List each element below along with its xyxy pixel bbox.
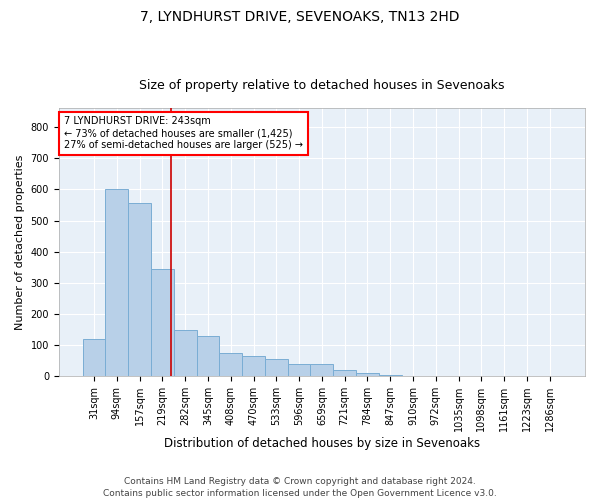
- Y-axis label: Number of detached properties: Number of detached properties: [15, 154, 25, 330]
- Text: Contains HM Land Registry data © Crown copyright and database right 2024.
Contai: Contains HM Land Registry data © Crown c…: [103, 476, 497, 498]
- Bar: [242, 356, 265, 376]
- Bar: [197, 336, 220, 376]
- Bar: [356, 373, 379, 376]
- Title: Size of property relative to detached houses in Sevenoaks: Size of property relative to detached ho…: [139, 79, 505, 92]
- Bar: [174, 330, 197, 376]
- X-axis label: Distribution of detached houses by size in Sevenoaks: Distribution of detached houses by size …: [164, 437, 480, 450]
- Text: 7 LYNDHURST DRIVE: 243sqm
← 73% of detached houses are smaller (1,425)
27% of se: 7 LYNDHURST DRIVE: 243sqm ← 73% of detac…: [64, 116, 303, 150]
- Text: 7, LYNDHURST DRIVE, SEVENOAKS, TN13 2HD: 7, LYNDHURST DRIVE, SEVENOAKS, TN13 2HD: [140, 10, 460, 24]
- Bar: [151, 269, 174, 376]
- Bar: [220, 353, 242, 376]
- Bar: [288, 364, 310, 376]
- Bar: [333, 370, 356, 376]
- Bar: [128, 204, 151, 376]
- Bar: [106, 190, 128, 376]
- Bar: [310, 364, 333, 376]
- Bar: [83, 339, 106, 376]
- Bar: [265, 359, 288, 376]
